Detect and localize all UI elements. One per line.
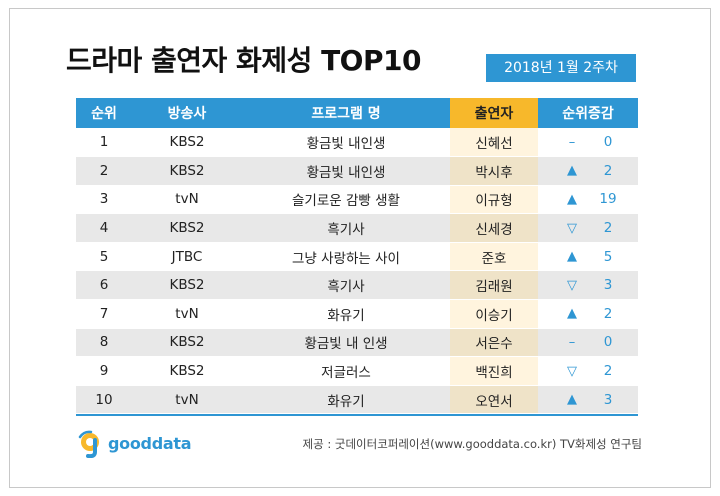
rank-cell: 2 [76, 156, 132, 186]
table-row: 7 tvN 화유기 이승기 ▲ 2 [76, 299, 638, 329]
rank-cell: 10 [76, 385, 132, 415]
trend-same-icon: – [568, 334, 576, 350]
change-value: 3 [603, 391, 613, 408]
trend-up-icon: ▲ [567, 306, 577, 322]
change-value: 2 [603, 162, 613, 179]
table-row: 5 JTBC 그냥 사랑하는 사이 준호 ▲ 5 [76, 242, 638, 272]
rank-cell: 5 [76, 242, 132, 272]
program-cell: 황금빛 내 인생 [242, 328, 450, 358]
table-row: 8 KBS2 황금빛 내 인생 서은수 –0 [76, 328, 638, 358]
program-cell: 흑기사 [242, 270, 450, 301]
performer-cell: 백진희 [450, 356, 538, 386]
gooddata-logo-icon [78, 430, 99, 458]
change-cell: ▽ 2 [538, 213, 638, 243]
channel-cell: tvN [132, 385, 242, 415]
program-cell: 슬기로운 감빵 생활 [242, 185, 450, 215]
header-program: 프로그램 명 [242, 98, 450, 128]
trend-down-icon: ▽ [567, 363, 577, 379]
table-row: 4 KBS2 흑기사 신세경 ▽ 2 [76, 213, 638, 243]
gooddata-logo: gooddata [76, 428, 191, 458]
page-title: 드라마 출연자 화제성 TOP10 [66, 44, 421, 77]
header-channel: 방송사 [132, 98, 242, 128]
program-cell: 황금빛 내인생 [242, 128, 450, 158]
trend-up-icon: ▲ [567, 191, 577, 207]
program-cell: 화유기 [242, 299, 450, 329]
channel-cell: tvN [132, 185, 242, 215]
table-header-row: 순위 방송사 프로그램 명 출연자 순위증감 [76, 98, 638, 128]
performer-cell: 김래원 [450, 270, 538, 301]
rank-cell: 8 [76, 328, 132, 358]
change-value: 2 [603, 305, 613, 322]
header-rank: 순위 [76, 98, 132, 128]
performer-cell: 준호 [450, 242, 538, 272]
rank-cell: 4 [76, 213, 132, 243]
performer-cell: 서은수 [450, 328, 538, 358]
change-value: 19 [599, 191, 617, 208]
trend-down-icon: ▽ [567, 220, 577, 236]
change-cell: ▲ 3 [538, 385, 638, 415]
trend-same-icon: – [568, 134, 576, 150]
change-value: 5 [603, 248, 613, 265]
program-cell: 저글러스 [242, 356, 450, 386]
change-cell: ▲ 2 [538, 299, 638, 329]
program-cell: 흑기사 [242, 213, 450, 243]
channel-cell: JTBC [132, 242, 242, 272]
trend-up-icon: ▲ [567, 163, 577, 179]
trend-up-icon: ▲ [567, 249, 577, 265]
channel-cell: tvN [132, 299, 242, 329]
change-cell: ▲ 19 [538, 185, 638, 215]
program-cell: 화유기 [242, 385, 450, 415]
change-cell: ▽ 2 [538, 356, 638, 386]
channel-cell: KBS2 [132, 356, 242, 386]
change-cell: ▽ 3 [538, 270, 638, 301]
program-cell: 황금빛 내인생 [242, 156, 450, 186]
table-row: 1 KBS2 황금빛 내인생 신혜선 –0 [76, 128, 638, 158]
source-credit: 제공 : 굿데이터코퍼레이션(www.gooddata.co.kr) TV화제성… [302, 437, 642, 451]
table-row: 6 KBS2 흑기사 김래원 ▽ 3 [76, 270, 638, 301]
performer-cell: 오연서 [450, 385, 538, 415]
header-performer: 출연자 [450, 98, 538, 128]
change-cell: ▲ 5 [538, 242, 638, 272]
change-value: 2 [603, 220, 613, 237]
channel-cell: KBS2 [132, 328, 242, 358]
change-value: 0 [603, 334, 613, 351]
table-row: 3 tvN 슬기로운 감빵 생활 이규형 ▲ 19 [76, 185, 638, 215]
performer-cell: 박시후 [450, 156, 538, 186]
change-value: 3 [603, 277, 613, 294]
table-row: 9 KBS2 저글러스 백진희 ▽ 2 [76, 356, 638, 386]
table-row: 10 tvN 화유기 오연서 ▲ 3 [76, 385, 638, 415]
rank-cell: 1 [76, 128, 132, 158]
channel-cell: KBS2 [132, 270, 242, 301]
footer-divider [76, 414, 638, 416]
rank-cell: 3 [76, 185, 132, 215]
ranking-table: 순위 방송사 프로그램 명 출연자 순위증감 1 KBS2 황금빛 내인생 신혜선 –0… [76, 98, 638, 415]
header-change: 순위증감 [538, 98, 638, 128]
program-cell: 그냥 사랑하는 사이 [242, 242, 450, 272]
rank-cell: 9 [76, 356, 132, 386]
channel-cell: KBS2 [132, 128, 242, 158]
rank-cell: 6 [76, 270, 132, 301]
change-value: 0 [603, 134, 613, 151]
performer-cell: 신세경 [450, 213, 538, 243]
rank-cell: 7 [76, 299, 132, 329]
table-row: 2 KBS2 황금빛 내인생 박시후 ▲ 2 [76, 156, 638, 186]
channel-cell: KBS2 [132, 213, 242, 243]
performer-cell: 이규형 [450, 185, 538, 215]
trend-up-icon: ▲ [567, 392, 577, 408]
performer-cell: 이승기 [450, 299, 538, 329]
date-badge: 2018년 1월 2주차 [486, 54, 636, 82]
trend-down-icon: ▽ [567, 277, 577, 293]
logo-text: gooddata [108, 433, 192, 453]
change-cell: –0 [538, 328, 638, 358]
performer-cell: 신혜선 [450, 128, 538, 158]
change-cell: ▲ 2 [538, 156, 638, 186]
change-cell: –0 [538, 128, 638, 158]
channel-cell: KBS2 [132, 156, 242, 186]
change-value: 2 [603, 363, 613, 380]
